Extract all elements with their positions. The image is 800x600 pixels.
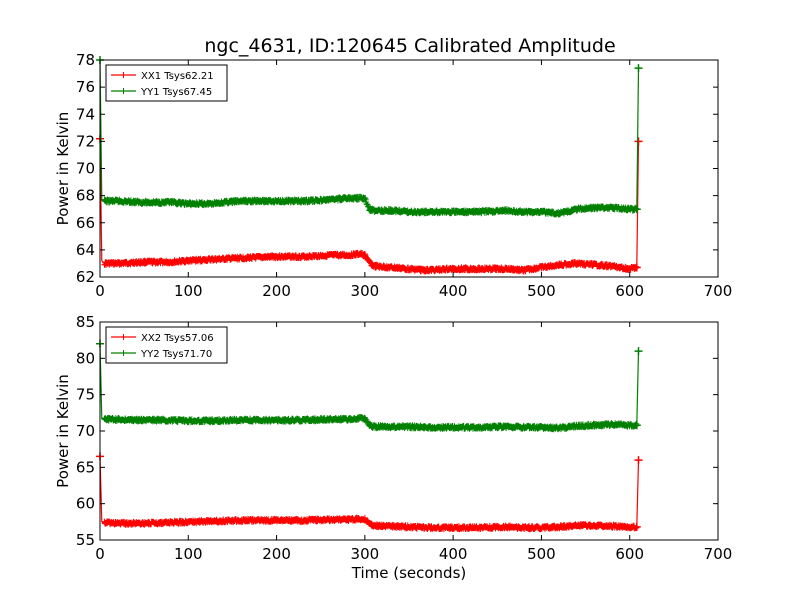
x-tick-label: 500 xyxy=(527,282,556,300)
subplot-1: 0 100 200 300 400 500 600 700 62 64 66 68 70 72 74 76 78… xyxy=(54,51,732,300)
series-markers xyxy=(101,249,640,275)
y-tick-label: 75 xyxy=(76,386,95,404)
y-tick-label: 80 xyxy=(76,349,95,367)
series-markers xyxy=(101,514,640,533)
x-tick-label: 300 xyxy=(351,282,380,300)
x-tick-label: 400 xyxy=(439,545,468,563)
y-tick-label: 70 xyxy=(76,422,95,440)
data-point-marker xyxy=(632,205,641,214)
y-tick-label: 74 xyxy=(76,105,95,123)
x-tick-label: 600 xyxy=(615,282,644,300)
series-2 xyxy=(96,339,643,433)
x-tick-label: 700 xyxy=(704,545,733,563)
subplot-2: 0 100 200 300 400 500 600 700 55 60 65 70 75 80 85 Powe… xyxy=(54,313,732,582)
chart-title: ngc_4631, ID:120645 Calibrated Amplitude xyxy=(204,35,615,57)
legend-marker xyxy=(120,88,127,94)
legend-label: YY1 Tsys67.45 xyxy=(140,87,212,98)
legend: XX1 Tsys62.21 YY1 Tsys67.45 xyxy=(105,64,228,102)
y-tick-label: 66 xyxy=(76,214,95,232)
series-1 xyxy=(96,134,643,275)
y-tick-label: 60 xyxy=(76,495,95,513)
x-tick-label: 200 xyxy=(262,282,291,300)
series-1 xyxy=(96,452,643,533)
y-tick-label: 65 xyxy=(76,458,95,476)
x-tick-label: 600 xyxy=(615,545,644,563)
y-tick-label: 72 xyxy=(76,132,95,150)
legend-entry: YY1 Tsys67.45 xyxy=(111,87,212,98)
y-tick-label: 70 xyxy=(76,160,95,178)
y-tick-label: 62 xyxy=(76,268,95,286)
series-markers xyxy=(101,414,640,433)
y-tick-label: 85 xyxy=(76,313,95,331)
y-tick-label: 64 xyxy=(76,241,95,259)
legend-box xyxy=(105,64,228,102)
x-tick-label: 100 xyxy=(174,282,203,300)
legend-label: XX1 Tsys62.21 xyxy=(141,71,214,82)
data-point-marker xyxy=(634,456,643,465)
y-axis-label: Power in Kelvin xyxy=(54,112,72,226)
x-tick-label: 200 xyxy=(262,545,291,563)
data-point-marker xyxy=(634,64,643,73)
x-tick-label: 100 xyxy=(174,545,203,563)
y-tick-label: 76 xyxy=(76,78,95,96)
data-point-marker xyxy=(632,263,641,272)
x-tick-label: 500 xyxy=(527,545,556,563)
x-tick-label: 0 xyxy=(95,282,105,300)
legend-label: XX2 Tsys57.06 xyxy=(141,333,214,344)
plots: 0 100 200 300 400 500 600 700626466687072747678… xyxy=(54,51,732,582)
y-tick-label: 55 xyxy=(76,531,95,549)
x-tick-label: 0 xyxy=(95,545,105,563)
y-tick-label: 78 xyxy=(76,51,95,69)
x-axis-label: Time (seconds) xyxy=(351,564,467,582)
x-tick-label: 400 xyxy=(439,282,468,300)
y-tick-label: 68 xyxy=(76,187,95,205)
legend-marker xyxy=(120,72,127,78)
x-tick-label: 700 xyxy=(704,282,733,300)
data-point-marker xyxy=(634,137,643,146)
y-axis-label: Power in Kelvin xyxy=(54,374,72,488)
data-point-marker xyxy=(632,522,641,531)
series-markers xyxy=(101,193,640,218)
legend-label: YY2 Tsys71.70 xyxy=(140,349,212,360)
x-tick-label: 300 xyxy=(351,545,380,563)
legend: XX2 Tsys57.06 YY2 Tsys71.70 xyxy=(105,326,228,364)
series-2 xyxy=(96,56,643,218)
legend-entry: XX1 Tsys62.21 xyxy=(111,71,214,82)
